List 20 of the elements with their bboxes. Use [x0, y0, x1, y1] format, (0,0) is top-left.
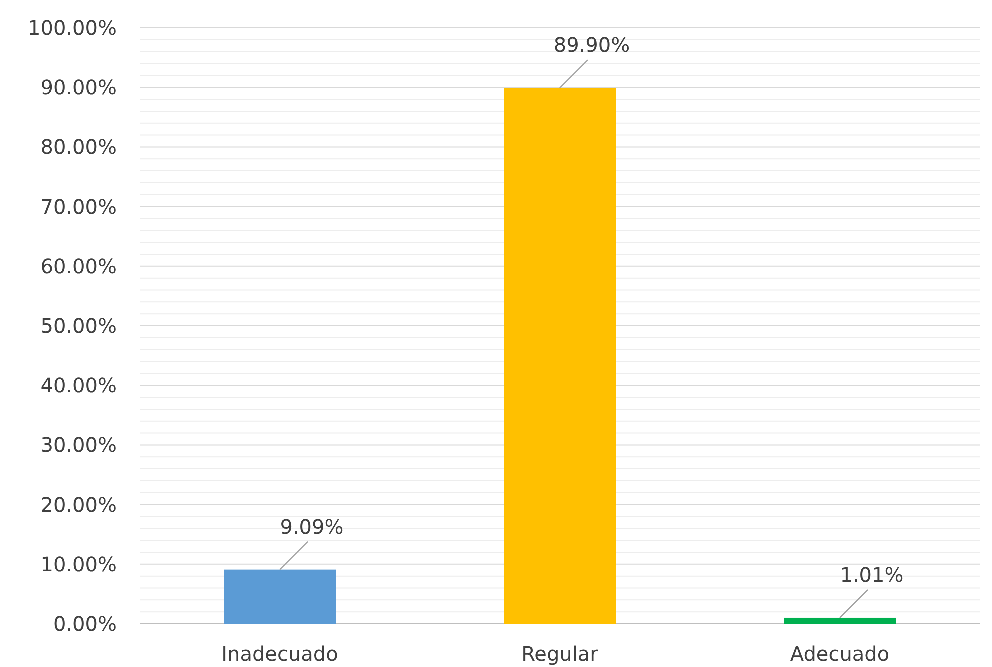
y-tick-label: 70.00% [40, 194, 117, 219]
y-tick-label: 60.00% [40, 254, 117, 278]
y-tick-label: 80.00% [40, 135, 117, 160]
bar [224, 570, 336, 624]
y-tick-label: 50.00% [40, 314, 117, 338]
y-tick-label: 100.00% [28, 16, 117, 40]
y-tick-label: 20.00% [40, 492, 117, 517]
y-tick-label: 40.00% [40, 374, 117, 398]
data-label: 89.90% [554, 33, 630, 58]
y-tick-label: 30.00% [40, 433, 117, 458]
x-tick-label: Adecuado [790, 642, 890, 666]
y-tick-label: 10.00% [40, 552, 117, 576]
x-tick-label: Regular [522, 642, 600, 666]
data-label: 9.09% [280, 514, 344, 539]
y-tick-label: 0.00% [53, 612, 117, 636]
bar [784, 618, 896, 624]
bar [504, 88, 616, 624]
data-label: 1.01% [840, 562, 904, 587]
y-tick-label: 90.00% [40, 76, 117, 100]
x-tick-label: Inadecuado [222, 642, 338, 666]
